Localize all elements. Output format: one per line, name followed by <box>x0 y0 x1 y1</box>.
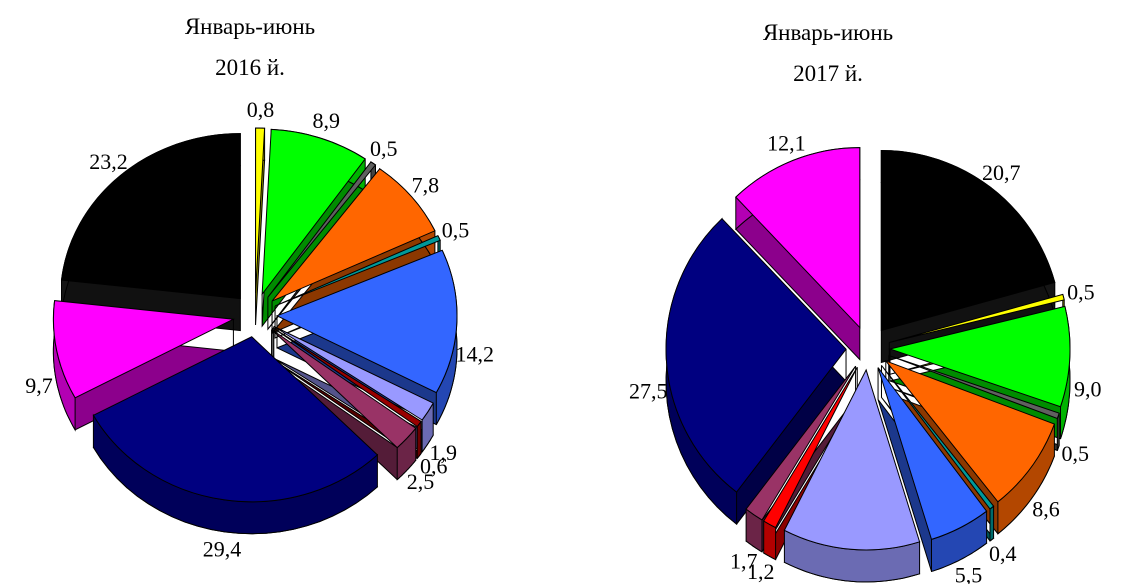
chart-2017-slices <box>665 147 1071 583</box>
pie-slice <box>271 329 417 481</box>
pie-data-label: 0,5 <box>1067 280 1095 305</box>
pie-slice-top <box>877 367 988 541</box>
pie-slice-top <box>888 305 1071 408</box>
pie-data-label: 12,1 <box>767 131 806 156</box>
pie-data-label: 7,8 <box>412 172 440 197</box>
pie-slice-top <box>881 365 995 510</box>
pie-chart-2017: Январь-июнь 2017 й. 20,7 0,5 9,0 0,5 8,6 0,4 5… <box>629 20 1102 584</box>
chart-2016-title-line1: Январь-июнь <box>185 14 315 39</box>
pie-data-label: 1,9 <box>430 440 458 465</box>
chart-2016-labels: 0,8 8,90,57,80,514,21,90,62,529,49,723,2 <box>25 97 494 562</box>
pie-slice-top <box>275 249 458 394</box>
pie-data-label: 29,4 <box>203 537 242 562</box>
pie-data-label: 8,9 <box>313 108 341 133</box>
pie-slice-top <box>274 235 441 307</box>
pie-slice-top <box>880 149 1056 332</box>
pie-slice <box>665 217 847 526</box>
pie-chart-2016: Январь-июнь 2016 й. 0,8 8,90,57,80,514,21… <box>25 14 494 562</box>
pie-slice <box>763 366 858 561</box>
pie-slice <box>735 147 861 361</box>
pie-data-label: 8,6 <box>1032 496 1060 521</box>
pie-slice <box>52 300 236 432</box>
pie-slice-top <box>884 359 1056 503</box>
pie-data-label: 0,4 <box>989 541 1017 566</box>
pie-slice-top <box>255 127 266 294</box>
pie-data-label: 0,8 <box>247 97 275 122</box>
pie-data-label: 23,2 <box>89 149 128 174</box>
pie-slice-top <box>52 300 236 399</box>
chart-2016-title-line2: 2016 й. <box>215 55 285 80</box>
pie-slice <box>880 149 1056 364</box>
pie-data-label: 0,5 <box>442 218 470 243</box>
pie-data-label: 14,2 <box>456 342 495 367</box>
pie-data-label: 27,5 <box>629 379 668 404</box>
pie-slice-top <box>271 168 436 302</box>
pie-slice <box>880 365 995 542</box>
pie-slice <box>884 359 1056 535</box>
pie-data-label: 5,5 <box>955 563 983 584</box>
pie-slice <box>271 167 436 335</box>
pie-data-label: 1,2 <box>747 559 775 584</box>
pie-slice-top <box>267 161 377 298</box>
pie-data-label: 0,5 <box>1061 441 1089 466</box>
pie-slice-top <box>763 366 858 529</box>
pie-data-label: 0,5 <box>370 136 398 161</box>
pie-slice <box>255 127 266 326</box>
pie-slice <box>783 368 921 583</box>
pie-slice <box>877 367 988 573</box>
chart-2017-labels: 20,70,59,00,58,60,45,512,31,21,727,512,1 <box>629 131 1102 584</box>
pie-slice-top <box>271 329 417 449</box>
pie-slice-top <box>888 354 1060 420</box>
pie-slice-top <box>665 217 847 493</box>
pie-slice <box>60 133 241 332</box>
pie-data-label: 0,6 <box>420 454 448 479</box>
pie-slice-top <box>92 336 379 503</box>
pie-slice-top <box>745 365 857 521</box>
pie-slice-top <box>60 133 241 300</box>
pie-slice-top <box>272 327 422 428</box>
chart-2017-title-line2: 2017 й. <box>793 61 863 86</box>
pie-data-label: 1,7 <box>730 549 758 574</box>
pie-slice-rim <box>989 505 995 542</box>
pie-slice-top <box>889 293 1065 343</box>
pie-slice-top <box>783 368 921 551</box>
pie-data-label: 9,0 <box>1074 377 1102 402</box>
pie-slice <box>92 336 379 535</box>
pie-slice-top <box>261 128 366 296</box>
chart-2017-title-line1: Январь-июнь <box>763 20 893 45</box>
pie-slice <box>275 249 458 426</box>
pie-slice-top <box>735 147 861 329</box>
pie-data-label: 20,7 <box>982 160 1021 185</box>
chart-2016-slices <box>52 127 458 535</box>
pie-data-label: 9,7 <box>25 373 53 398</box>
pie-data-label: 2,5 <box>407 469 435 494</box>
pie-slice-top <box>273 325 434 421</box>
